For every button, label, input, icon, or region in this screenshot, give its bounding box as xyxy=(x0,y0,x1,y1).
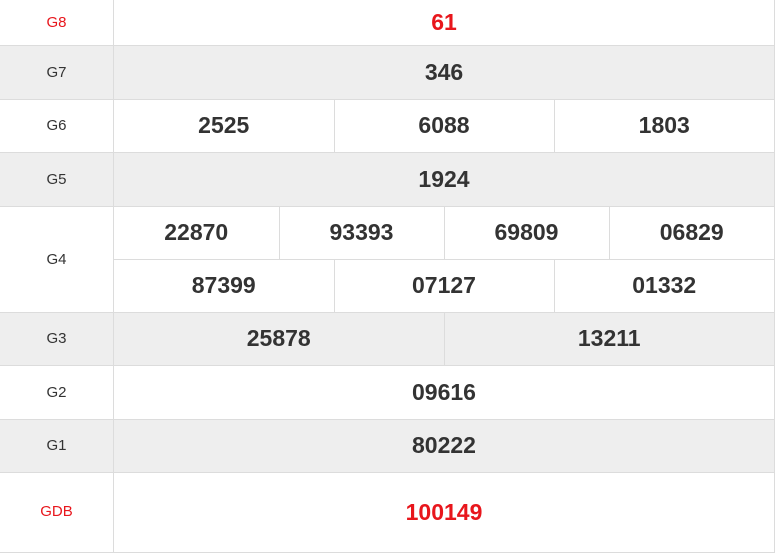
prize-number: 25878 xyxy=(114,312,445,365)
prize-number: 87399 xyxy=(114,259,335,312)
prize-number: 13211 xyxy=(443,312,774,365)
prize-number: 2525 xyxy=(114,99,335,152)
prize-label: G6 xyxy=(0,98,114,153)
prize-number: 6088 xyxy=(333,99,555,152)
prize-label: G4 xyxy=(0,205,114,313)
prize-row-g5: G5 1924 xyxy=(0,151,775,207)
prize-label: G8 xyxy=(0,0,114,46)
prize-label: G1 xyxy=(0,418,114,473)
prize-label: G3 xyxy=(0,311,114,366)
prize-number: 93393 xyxy=(278,206,445,259)
prize-label: G5 xyxy=(0,151,114,207)
prize-number: 346 xyxy=(113,44,775,100)
prize-row-g3: G3 25878 13211 xyxy=(0,311,775,366)
prize-number: 1924 xyxy=(113,151,775,207)
prize-number: 09616 xyxy=(113,364,775,420)
prize-number: 100149 xyxy=(113,471,775,553)
prize-number: 80222 xyxy=(113,418,775,473)
prize-label: G2 xyxy=(0,364,114,420)
prize-number: 06829 xyxy=(608,206,774,259)
prize-row-g6: G6 2525 6088 1803 xyxy=(0,98,775,153)
prize-number: 07127 xyxy=(333,259,555,312)
prize-label: GDB xyxy=(0,471,114,553)
prize-row-g7: G7 346 xyxy=(0,44,775,100)
prize-number: 69809 xyxy=(443,206,610,259)
prize-number: 1803 xyxy=(553,99,774,152)
prize-number: 22870 xyxy=(114,206,280,259)
prize-row-gdb: GDB 100149 xyxy=(0,471,775,553)
prize-row-g2: G2 09616 xyxy=(0,364,775,420)
prize-number: 61 xyxy=(113,0,775,46)
prize-row-g1: G1 80222 xyxy=(0,418,775,473)
prize-number: 01332 xyxy=(553,259,774,312)
prize-row-g4: G4 22870 93393 69809 06829 87399 07127 0… xyxy=(0,205,775,313)
prize-label: G7 xyxy=(0,44,114,100)
prize-row-g8: G8 61 xyxy=(0,0,775,46)
